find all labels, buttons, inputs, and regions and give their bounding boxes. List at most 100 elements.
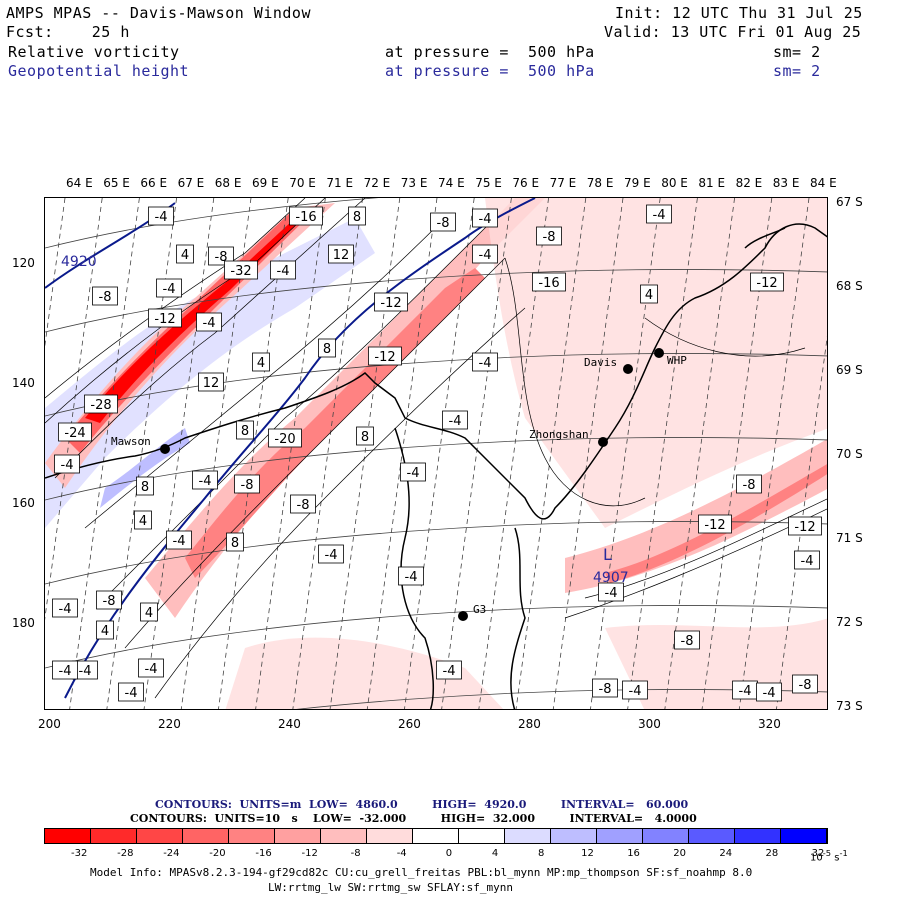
colorbar-label: 16 [627,848,640,859]
station-label-g3: G3 [473,603,486,616]
vorticity-label: 8 [348,206,366,226]
svg-text:8: 8 [231,536,239,551]
svg-text:-8: -8 [681,634,694,649]
eastern-negative-core [605,464,827,583]
grid-x-tick: 260 [398,717,421,731]
longitude-tick: 75 E [475,176,502,190]
vorticity-label: -12 [148,308,182,328]
longitude-tick: 73 E [400,176,428,190]
colorbar-swatch [183,829,229,843]
field2-level: at pressure = 500 hPa [385,62,595,80]
colorbar-swatch [597,829,643,843]
longitude-tick: 69 E [252,176,279,190]
svg-text:-4: -4 [125,686,138,701]
vorticity-label: -16 [532,272,566,292]
svg-text:8: 8 [353,210,361,225]
vorticity-label: -8 [430,212,456,232]
svg-text:4: 4 [139,514,147,529]
latitude-tick: 67 S [836,195,863,209]
vorticity-colorbar [44,828,828,844]
colorbar-label: 24 [719,848,733,859]
svg-text:-4: -4 [61,458,74,473]
svg-text:-4: -4 [79,664,92,679]
svg-text:-4: -4 [763,686,776,701]
map-canvas: Davis WHP Zhongshan Mawson G3 4920 4907 … [45,198,827,709]
vorticity-label: -4 [166,530,192,550]
latitude-tick: 69 S [836,363,863,377]
svg-text:-4: -4 [801,554,814,569]
longitude-tick: 84 E [810,176,837,190]
station-label-mawson: Mawson [111,435,151,448]
colorbar-swatch [551,829,597,843]
colorbar-label: 32 [811,848,825,859]
colorbar-swatch [321,829,367,843]
grid-y-tick: 160 [12,496,35,510]
field1-name: Relative vorticity [8,43,180,61]
positive-vorticity-region [45,218,375,528]
secondary-negative-core [185,268,485,578]
grid-x-tick: 220 [158,717,181,731]
vorticity-label: -20 [268,428,302,448]
svg-text:4: 4 [101,624,109,639]
svg-text:-8: -8 [241,478,254,493]
latitude-tick: 71 S [836,531,863,545]
grid-y-tick: 180 [12,616,35,630]
vorticity-label: -4 [472,244,498,264]
vorticity-label: -8 [96,590,122,610]
vorticity-label: -4 [442,410,468,430]
field1-level: at pressure = 500 hPa [385,43,595,61]
longitude-tick: 72 E [363,176,391,190]
station-g3 [458,611,468,621]
vorticity-label: 8 [236,420,254,440]
colorbar-swatch [643,829,689,843]
svg-text:-8: -8 [103,594,116,609]
grid-x-tick: 240 [278,717,301,731]
map-title: AMPS MPAS -- Davis-Mawson Window [6,4,311,22]
vorticity-label: -8 [592,678,618,698]
vorticity-label: 8 [136,476,154,496]
svg-text:4: 4 [645,288,653,303]
svg-text:-4: -4 [605,586,618,601]
station-davis [623,364,633,374]
grid-x-tick: 280 [518,717,541,731]
colorbar-swatch [735,829,781,843]
svg-text:4: 4 [181,248,189,263]
vorticity-label: 8 [318,338,336,358]
svg-text:-8: -8 [99,290,112,305]
vorticity-map: Davis WHP Zhongshan Mawson G3 4920 4907 … [44,197,828,710]
longitude-tick: 67 E [177,176,205,190]
vorticity-label: -4 [54,454,80,474]
colorbar-label: -32 [71,848,88,859]
colorbar-swatch [689,829,735,843]
grid-x-tick: 320 [758,717,781,731]
vorticity-label: -8 [792,674,818,694]
parallel [297,689,827,709]
vorticity-label: -4 [756,682,782,702]
svg-text:-8: -8 [437,216,450,231]
colorbar-swatch [229,829,275,843]
vorticity-label: -4 [52,660,78,680]
colorbar-swatch [137,829,183,843]
longitude-tick: 68 E [214,176,242,190]
colorbar-label: -28 [117,848,134,859]
longitude-tick: 64 E [66,176,93,190]
vorticity-label: -12 [750,272,784,292]
colorbar-label: 20 [673,848,687,859]
vorticity-label: -4 [156,278,182,298]
model-info-line2: LW:rrtmg_lw SW:rrtmg_sw SFLAY:sf_mynn [268,881,514,894]
vorticity-label: -4 [472,208,498,228]
longitude-tick: 82 E [735,176,763,190]
station-zhongshan [598,437,608,447]
colorbar-label: -16 [255,848,272,859]
vorticity-label: 4 [140,602,158,622]
vorticity-label: -4 [732,680,758,700]
svg-text:-20: -20 [274,432,295,447]
svg-text:-4: -4 [277,264,290,279]
vorticity-label: -8 [234,474,260,494]
latitude-tick: 70 S [836,447,863,461]
svg-text:-4: -4 [407,466,420,481]
field2-name: Geopotential height [8,62,190,80]
svg-text:8: 8 [241,424,249,439]
svg-text:-4: -4 [145,662,158,677]
svg-text:-4: -4 [325,548,338,563]
